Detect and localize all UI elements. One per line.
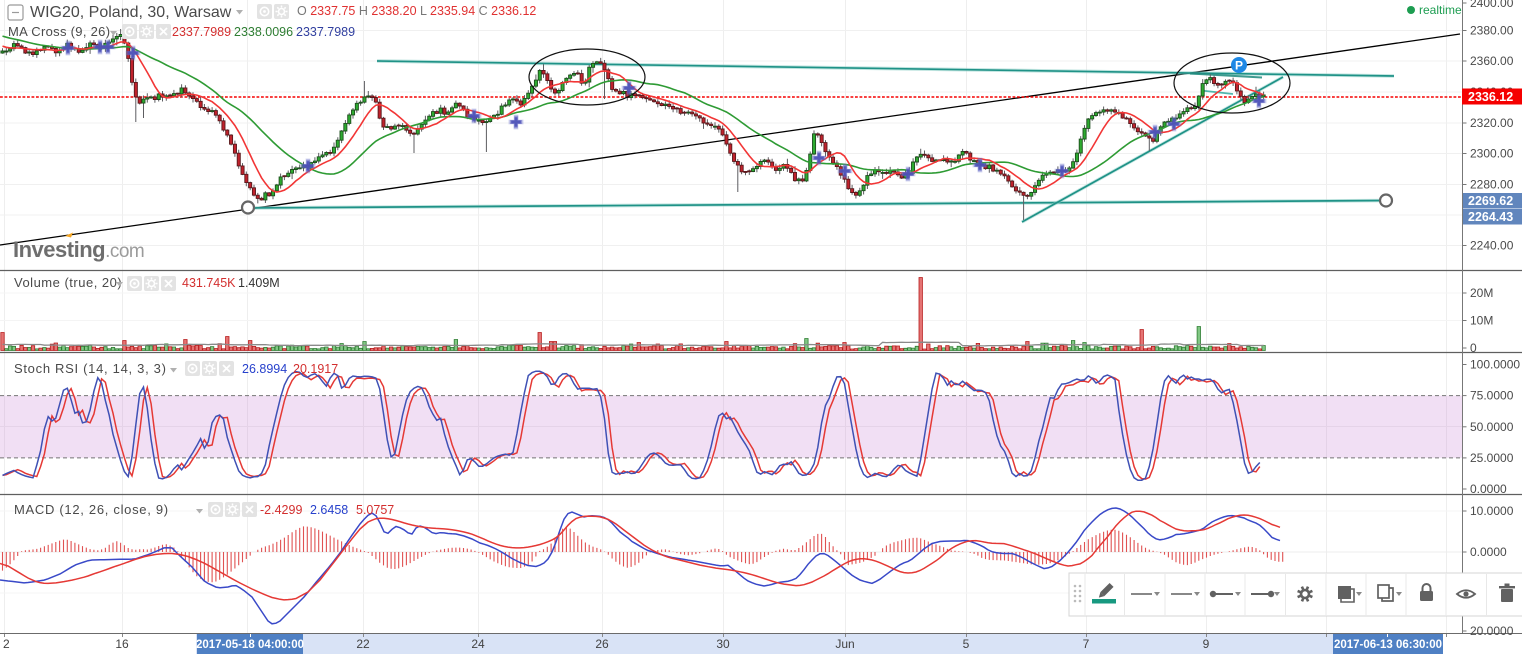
- svg-text:25.0000: 25.0000: [1470, 451, 1514, 465]
- svg-text:0: 0: [1470, 341, 1477, 355]
- svg-text:75.0000: 75.0000: [1470, 389, 1514, 403]
- svg-text:16: 16: [115, 637, 129, 651]
- svg-text:7: 7: [1083, 637, 1090, 651]
- svg-text:Jun: Jun: [835, 637, 854, 651]
- svg-text:2320.00: 2320.00: [1470, 116, 1514, 130]
- svg-text:10M: 10M: [1470, 314, 1493, 328]
- svg-text:2017-05-18 04:00:00: 2017-05-18 04:00:00: [196, 639, 304, 651]
- svg-text:2337.7989: 2337.7989: [296, 25, 355, 39]
- svg-text:9: 9: [1203, 637, 1210, 651]
- svg-text:Volume (true, 20): Volume (true, 20): [14, 275, 122, 290]
- svg-text:Stoch RSI (14, 14, 3, 3): Stoch RSI (14, 14, 3, 3): [14, 361, 167, 376]
- svg-text:50.0000: 50.0000: [1470, 420, 1514, 434]
- svg-text:5: 5: [963, 637, 970, 651]
- svg-text:2269.62: 2269.62: [1468, 194, 1513, 208]
- svg-text:2: 2: [3, 637, 10, 651]
- svg-text:2264.43: 2264.43: [1468, 210, 1513, 224]
- svg-text:20.1917: 20.1917: [293, 362, 338, 376]
- svg-text:MACD (12, 26, close, 9): MACD (12, 26, close, 9): [14, 502, 169, 517]
- svg-text:2337.7989: 2337.7989: [172, 25, 231, 39]
- svg-text:2360.00: 2360.00: [1470, 54, 1514, 68]
- svg-text:431.745K: 431.745K: [182, 276, 236, 290]
- svg-text:1.409M: 1.409M: [238, 276, 280, 290]
- svg-text:100.0000: 100.0000: [1470, 358, 1520, 372]
- svg-text:26.8994: 26.8994: [242, 362, 287, 376]
- svg-text:O 2337.75 H 2338.20 L 2335.94: O 2337.75 H 2338.20 L 2335.94 C 2336.12: [297, 4, 536, 18]
- svg-text:5.0757: 5.0757: [356, 503, 394, 517]
- svg-text:Investing.com: Investing.com: [13, 237, 144, 262]
- svg-text:10.0000: 10.0000: [1470, 504, 1514, 518]
- svg-text:30: 30: [716, 637, 730, 651]
- svg-text:2300.00: 2300.00: [1470, 147, 1514, 161]
- svg-text:P: P: [1235, 59, 1243, 73]
- svg-text:WIG20, Poland, 30, Warsaw: WIG20, Poland, 30, Warsaw: [30, 4, 232, 21]
- svg-text:2380.00: 2380.00: [1470, 24, 1514, 38]
- svg-text:2240.00: 2240.00: [1470, 239, 1514, 253]
- svg-text:20.0000: 20.0000: [1470, 624, 1514, 638]
- svg-text:2280.00: 2280.00: [1470, 178, 1514, 192]
- svg-text:2336.12: 2336.12: [1468, 90, 1513, 104]
- svg-text:0.0000: 0.0000: [1470, 545, 1507, 559]
- svg-text:-2.4299: -2.4299: [260, 503, 302, 517]
- svg-text:realtime: realtime: [1419, 3, 1462, 17]
- svg-text:2338.0096: 2338.0096: [234, 25, 293, 39]
- svg-text:MA Cross (9, 26): MA Cross (9, 26): [8, 24, 110, 39]
- svg-text:2017-06-13 06:30:00: 2017-06-13 06:30:00: [1334, 639, 1442, 651]
- svg-text:24: 24: [471, 637, 485, 651]
- svg-text:26: 26: [595, 637, 609, 651]
- svg-text:20M: 20M: [1470, 286, 1493, 300]
- svg-text:2400.00: 2400.00: [1470, 0, 1514, 10]
- svg-text:22: 22: [356, 637, 370, 651]
- svg-text:0.0000: 0.0000: [1470, 482, 1507, 496]
- svg-text:2.6458: 2.6458: [310, 503, 348, 517]
